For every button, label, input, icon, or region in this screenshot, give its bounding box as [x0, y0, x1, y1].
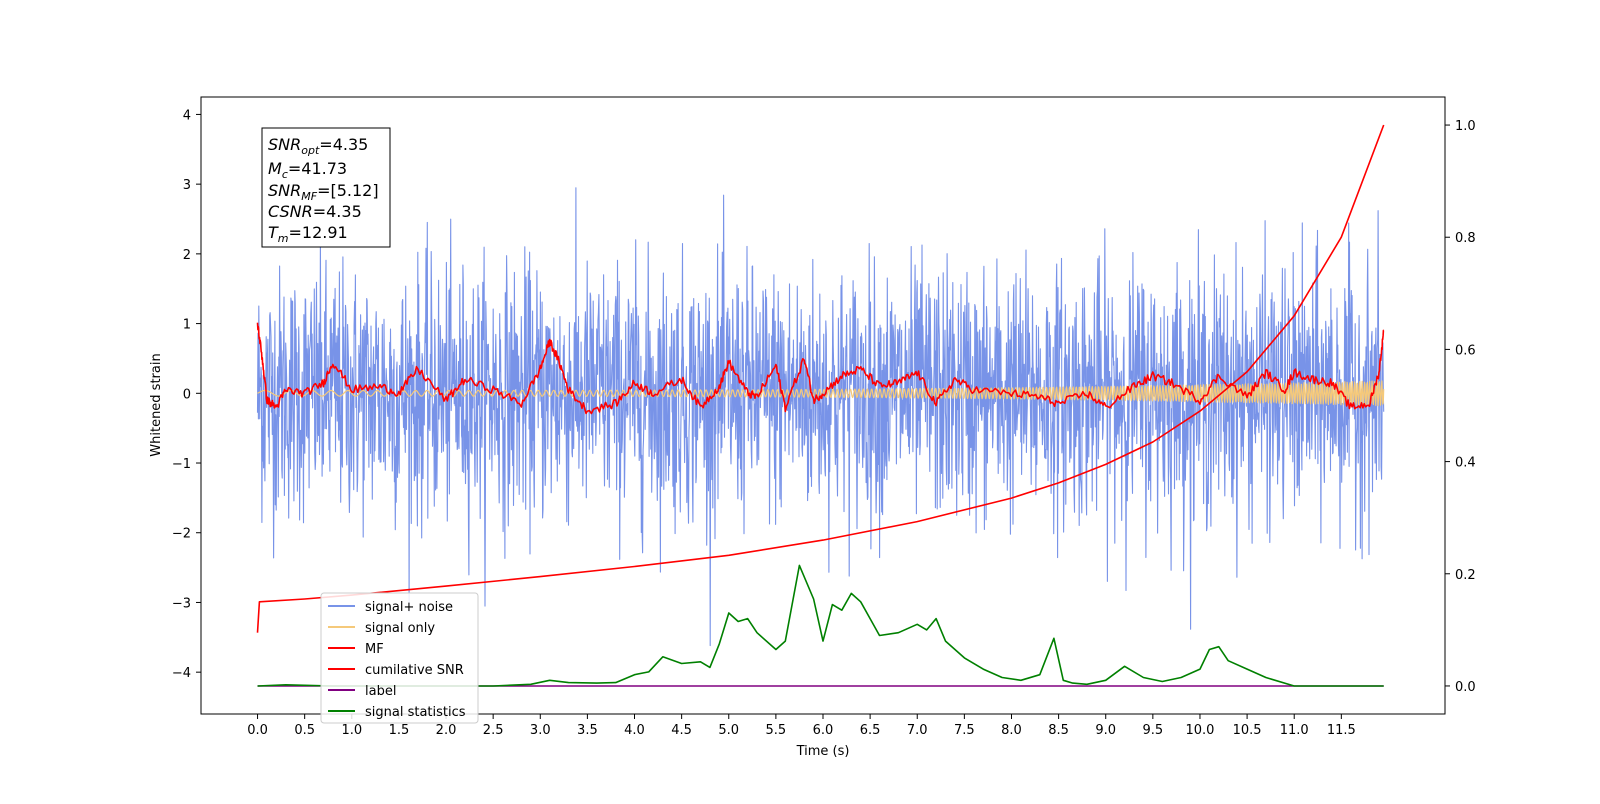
x-tick-label: 3.5 [577, 723, 598, 738]
y-tick-label: 0 [183, 387, 191, 402]
x-tick-label: 5.0 [718, 723, 739, 738]
y-tick-label: 2 [183, 248, 191, 263]
y2-tick-label: 1.0 [1455, 119, 1476, 134]
x-axis-label: Time (s) [796, 744, 850, 759]
y2-tick-label: 0.2 [1455, 568, 1476, 583]
legend-label: label [365, 684, 396, 699]
y2-tick-label: 0.8 [1455, 231, 1476, 246]
x-tick-label: 7.0 [907, 723, 928, 738]
x-tick-label: 0.5 [294, 723, 315, 738]
x-tick-label: 4.5 [671, 723, 692, 738]
series-line-signal-statistics [257, 564, 1384, 687]
y2-tick-label: 0.6 [1455, 343, 1476, 358]
x-tick-label: 10.0 [1185, 723, 1214, 738]
legend-label: signal+ noise [365, 600, 453, 615]
y-tick-label: −3 [172, 596, 191, 611]
legend-label: signal only [365, 621, 435, 636]
x-tick-label: 6.5 [860, 723, 881, 738]
annotation-box: SNRopt=4.35 Mc=41.73 SNRMF=[5.12] CSNR=4… [261, 127, 391, 248]
y-tick-label: 4 [183, 108, 191, 123]
y-tick-label: 1 [183, 318, 191, 333]
x-tick-label: 5.5 [766, 723, 787, 738]
series-line-signal-noise [256, 187, 1385, 647]
annotation-tm: Tm=12.91 [268, 223, 348, 245]
x-tick-label: 8.0 [1001, 723, 1022, 738]
y-tick-label: −1 [172, 457, 191, 472]
y2-tick-label: 0.0 [1455, 680, 1476, 695]
x-tick-label: 2.0 [436, 723, 457, 738]
x-tick-label: 3.0 [530, 723, 551, 738]
legend-label: cumilative SNR [365, 663, 464, 678]
legend-frame [320, 592, 479, 724]
x-tick-label: 9.0 [1095, 723, 1116, 738]
annotation-mc: Mc=41.73 [268, 159, 347, 181]
x-tick-label: 7.5 [954, 723, 975, 738]
y-tick-label: 3 [183, 178, 191, 193]
x-tick-label: 4.0 [624, 723, 645, 738]
x-tick-label: 11.0 [1280, 723, 1309, 738]
y-tick-label: −4 [172, 666, 191, 681]
x-tick-label: 0.0 [247, 723, 268, 738]
series-line-signal-only [257, 380, 1385, 407]
legend-label: signal statistics [365, 705, 466, 720]
y-tick-label: −2 [172, 527, 191, 542]
x-tick-label: 9.5 [1143, 723, 1164, 738]
x-tick-label: 11.5 [1327, 723, 1356, 738]
legend: signal+ noise signal only MF cumilative SNR… [320, 592, 479, 724]
x-tick-label: 1.0 [341, 723, 362, 738]
annotation-csnr: CSNR=4.35 [268, 202, 362, 221]
annotation-snr-opt: SNRopt=4.35 [268, 135, 368, 157]
legend-label: MF [365, 642, 384, 657]
x-tick-label: 8.5 [1048, 723, 1069, 738]
x-tick-label: 6.0 [813, 723, 834, 738]
x-tick-label: 10.5 [1233, 723, 1262, 738]
x-tick-label: 2.5 [483, 723, 504, 738]
annotation-snr-mf: SNRMF=[5.12] [268, 181, 379, 203]
x-tick-label: 1.5 [389, 723, 410, 738]
y2-tick-label: 0.4 [1455, 456, 1476, 471]
series-line-mf [256, 322, 1385, 415]
y-axis-label: Whitened strain [149, 353, 164, 456]
